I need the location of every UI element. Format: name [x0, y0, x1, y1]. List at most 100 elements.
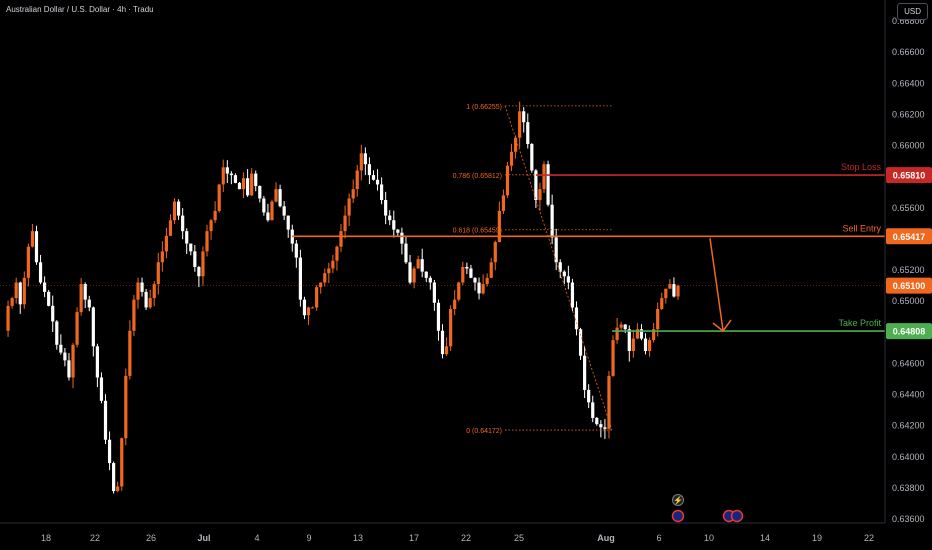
time-tick-label: 25 — [514, 533, 524, 543]
time-tick-label: Aug — [597, 533, 615, 543]
symbol-title: Australian Dollar / U.S. Dollar · 4h · T… — [6, 5, 154, 14]
time-tick-label: 4 — [254, 533, 259, 543]
time-tick-label: 17 — [409, 533, 419, 543]
currency-button[interactable]: USD — [897, 3, 928, 20]
candle-body — [30, 231, 35, 247]
candle-body — [75, 312, 79, 345]
projection-arrow[interactable] — [709, 238, 732, 333]
price-tick-label: 0.63800 — [892, 483, 925, 493]
candle-body — [554, 237, 558, 263]
candle-body — [331, 260, 335, 269]
candle-body — [558, 262, 562, 272]
candle-body — [534, 170, 538, 201]
fib-level-label: 1 (0.66255) — [466, 104, 502, 111]
price-tick-label: 0.65000 — [892, 296, 925, 306]
candle-body — [623, 324, 627, 330]
candle-body — [258, 186, 262, 199]
candle-body — [501, 195, 506, 211]
candle-body — [595, 417, 599, 425]
candle-body — [294, 243, 298, 258]
arrow-head — [712, 319, 732, 333]
candle-body — [306, 307, 311, 316]
time-tick-label: 6 — [656, 533, 661, 543]
candle-body — [509, 151, 514, 166]
candle-body — [164, 235, 169, 252]
candle-body — [384, 200, 388, 216]
candle-body — [286, 215, 290, 230]
time-axis[interactable]: 18 22 26 Jul 4 9 13 17 22 25 Aug 6 10 14 19 22 — [0, 522, 885, 543]
price-badge — [886, 323, 932, 340]
candle-body — [18, 282, 22, 305]
candle-body — [477, 282, 481, 294]
candle-body — [205, 231, 209, 252]
candle-body — [47, 291, 51, 306]
candle-body — [505, 165, 510, 196]
candle-body — [420, 259, 424, 272]
candle-body — [371, 175, 376, 180]
candle-body — [323, 273, 327, 283]
candle-body — [530, 143, 534, 171]
price-tick-label: 0.66800 — [892, 16, 925, 26]
candle-body — [542, 164, 546, 190]
candle-body — [664, 288, 668, 299]
arrow-shaft — [709, 238, 724, 331]
price-badge — [886, 167, 932, 184]
price-tick-label: 0.64400 — [892, 390, 925, 400]
candle-body — [404, 243, 408, 263]
candle-body — [457, 282, 461, 300]
lightning-icon[interactable] — [672, 494, 684, 506]
candle-body — [375, 179, 380, 185]
candle-body — [250, 173, 254, 196]
us-flag-icon[interactable] — [671, 509, 685, 523]
candle-body — [246, 178, 250, 196]
candle-body — [310, 307, 315, 309]
candle-body — [652, 329, 656, 341]
current-price-badge — [886, 277, 932, 294]
fib-retracement[interactable]: 1 (0.66255) 0.786 (0.65812) 0.618 (0.65459… — [453, 104, 613, 435]
candle-body — [643, 338, 648, 352]
candle-body — [136, 282, 140, 300]
candle-body — [87, 299, 91, 308]
candle-body — [156, 262, 160, 285]
event-markers[interactable]: ⚡ — [671, 494, 744, 523]
candle-body — [481, 284, 485, 294]
candle-body — [587, 389, 591, 403]
candle-body — [522, 111, 526, 123]
price-badge-label: 0.64808 — [893, 327, 926, 337]
price-badge-label: 0.65417 — [893, 232, 926, 242]
candle-body — [603, 427, 607, 429]
price-tick-label: 0.66600 — [892, 47, 925, 57]
candle-body — [635, 329, 639, 339]
candle-body — [469, 268, 473, 278]
level-label-sell-entry: Sell Entry — [842, 223, 881, 233]
candle-body — [51, 305, 55, 322]
fib-level-label: 0.786 (0.65812) — [453, 173, 502, 180]
candle-body — [79, 284, 83, 313]
candle-body — [95, 346, 99, 378]
candle-body — [347, 198, 351, 216]
candle-body — [6, 305, 10, 331]
level-label-take-profit: Take Profit — [838, 318, 881, 328]
candle-body — [400, 232, 404, 244]
candle-body — [518, 111, 522, 138]
price-tick-label: 0.64200 — [892, 421, 925, 431]
trade-levels[interactable]: Stop Loss Sell Entry Take Profit — [0, 162, 885, 332]
candle-body — [26, 246, 30, 278]
candle-body — [428, 277, 432, 283]
candle-body — [282, 206, 286, 216]
candle-body — [449, 308, 453, 347]
candle-body — [152, 284, 156, 299]
candle-body — [676, 285, 680, 297]
price-axis[interactable]: 0.66800 0.66600 0.66400 0.66200 0.66000 0.658… — [884, 0, 932, 524]
time-tick-label: Jul — [197, 533, 210, 543]
candle-body — [185, 231, 189, 244]
candle-body — [546, 164, 550, 205]
us-flag-icon-2[interactable] — [730, 509, 744, 523]
candle-body — [298, 257, 302, 300]
candle-body — [538, 189, 542, 201]
candle-body — [43, 282, 47, 292]
candle-body — [14, 282, 18, 299]
price-tick-label: 0.66200 — [892, 109, 925, 119]
candle-body — [591, 402, 595, 418]
